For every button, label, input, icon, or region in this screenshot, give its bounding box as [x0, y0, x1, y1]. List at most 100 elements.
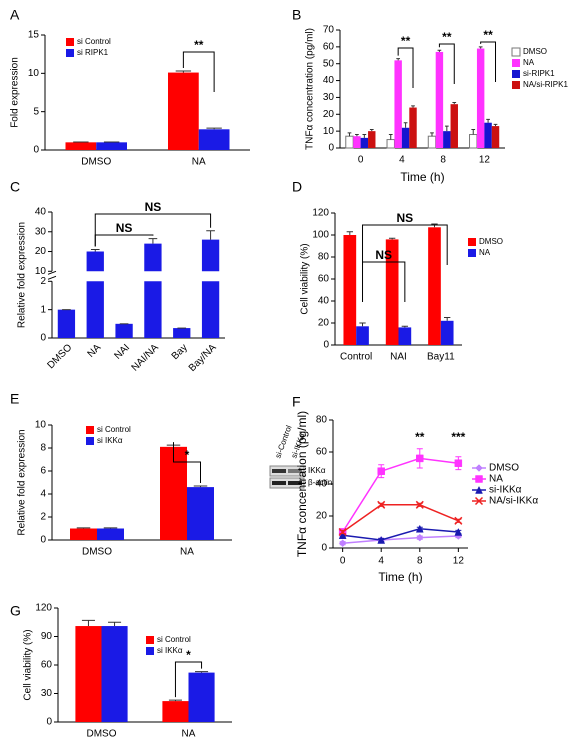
blot-band	[288, 469, 302, 473]
bar	[75, 626, 102, 722]
x-tick-label: 0	[340, 556, 346, 567]
legend-swatch	[66, 49, 74, 57]
error-bar	[206, 127, 222, 130]
annotation: **	[415, 430, 425, 444]
line	[342, 504, 459, 533]
annotation: NS	[397, 211, 414, 225]
bar	[440, 320, 454, 345]
error-bar	[347, 132, 352, 137]
inset-row: IKKα	[308, 466, 326, 475]
marker	[474, 496, 484, 506]
y-tick-label: 40	[323, 75, 335, 86]
y-tick-label: 0	[33, 145, 39, 156]
error-bar	[148, 238, 158, 244]
y-tick-label: 20	[318, 318, 330, 329]
legend-swatch	[511, 47, 521, 57]
y-tick-label: 30	[323, 92, 335, 103]
bar	[427, 135, 437, 149]
y-tick-label: 2	[40, 512, 46, 523]
x-tick-label: 12	[479, 155, 491, 166]
bracket	[362, 261, 406, 302]
marker	[415, 533, 424, 542]
y-tick-label: 70	[323, 25, 335, 36]
y-tick-label: 20	[323, 109, 335, 120]
bracket	[397, 47, 414, 88]
legend-swatch	[468, 249, 476, 257]
annotation: **	[401, 34, 411, 48]
bar	[491, 126, 500, 148]
error-bar	[396, 58, 401, 61]
y-axis-label: Cell viability (%)	[23, 629, 34, 700]
y-tick-label: 60	[316, 447, 328, 458]
panel-label: D	[292, 179, 302, 195]
error-bar	[471, 128, 476, 135]
x-tick-label: Bay11	[427, 352, 455, 363]
bar	[97, 528, 124, 540]
marker	[475, 464, 483, 472]
bar	[450, 104, 458, 148]
y-tick-label: 80	[318, 252, 330, 263]
legend-label: si Control	[77, 37, 111, 46]
bar	[162, 701, 189, 722]
x-tick-label: 0	[358, 155, 364, 166]
bar	[96, 142, 127, 150]
error-bar	[444, 125, 449, 132]
y-tick-label: 5	[33, 106, 39, 117]
legend-label: NA	[479, 248, 491, 257]
blot-panel	[269, 465, 305, 477]
legend-label: DMSO	[489, 463, 519, 474]
y-tick-label: 4	[40, 489, 46, 500]
y-tick-label: 50	[323, 58, 335, 69]
marker	[377, 467, 385, 475]
line	[342, 535, 459, 544]
marker	[454, 527, 463, 536]
error-bar	[369, 128, 374, 132]
legend-label: NA/si-IKKα	[489, 496, 538, 507]
x-tick-label: DMSO	[81, 157, 111, 168]
x-tick-label: NA	[182, 729, 196, 740]
y-tick-label: 0	[40, 535, 46, 546]
error-bar	[431, 223, 438, 228]
legend-label: NA	[489, 474, 503, 485]
error-bar	[388, 134, 393, 140]
y-axis-label: Relative fold expression	[17, 222, 28, 328]
y-tick-label: 40	[35, 207, 47, 218]
x-tick-label: 12	[453, 556, 465, 567]
y-tick-label: 0	[323, 340, 329, 351]
y-tick-label: 15	[28, 30, 40, 41]
bar	[409, 107, 417, 148]
error-bar	[206, 230, 215, 240]
y-tick-label: 2	[40, 276, 46, 287]
x-tick-label: NA	[86, 342, 104, 360]
y-tick-label: 60	[41, 660, 53, 671]
legend-swatch	[146, 647, 154, 655]
y-tick-label: 30	[35, 226, 47, 237]
error-bar	[175, 70, 192, 73]
blot-band	[272, 481, 286, 485]
x-tick-label: DMSO	[87, 729, 117, 740]
bar	[101, 626, 128, 722]
bar	[394, 60, 402, 148]
y-axis-label: Fold expression	[10, 57, 21, 128]
error-bar	[362, 134, 367, 138]
y-tick-label: 10	[35, 420, 47, 431]
bar	[360, 137, 369, 148]
panel-label: A	[10, 7, 20, 23]
bar	[385, 239, 399, 345]
error-bar	[437, 49, 442, 52]
x-tick-label: Control	[340, 352, 372, 363]
annotation: NS	[145, 200, 162, 214]
error-bar	[81, 619, 95, 627]
legend-label: NA/si-RIPK1	[523, 80, 568, 89]
bar	[398, 327, 412, 345]
bar	[368, 131, 376, 148]
bar	[386, 139, 395, 149]
bar	[345, 135, 354, 149]
y-tick-label: 120	[35, 603, 52, 614]
error-bar	[90, 249, 100, 252]
marker	[475, 485, 483, 494]
legend-label: DMSO	[523, 47, 547, 56]
bracket	[480, 41, 497, 82]
y-tick-label: 10	[323, 126, 335, 137]
